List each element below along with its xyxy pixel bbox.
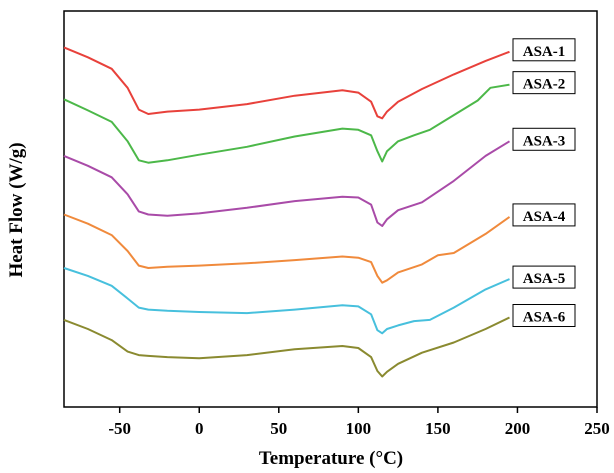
x-tick-label: -50 — [108, 419, 131, 438]
x-tick-label: 250 — [584, 419, 610, 438]
legend-box — [512, 203, 576, 227]
legend-box — [512, 71, 576, 95]
x-tick-label: 100 — [346, 419, 372, 438]
legend-text: ASA-5 — [523, 271, 566, 287]
x-axis-ticks: -50 0 50 100 150 200 250 — [108, 407, 610, 438]
legend-box — [512, 265, 576, 289]
series-lines — [63, 46, 511, 378]
y-axis-title: Heat Flow (W/g) — [6, 142, 27, 277]
legend-text: ASA-6 — [523, 310, 566, 326]
legend-text: ASA-2 — [523, 77, 566, 93]
x-tick-label: 150 — [425, 419, 451, 438]
series-line-asa-4 — [63, 213, 511, 284]
x-tick-label: 0 — [195, 419, 204, 438]
x-tick-label: 50 — [270, 419, 287, 438]
legend-label-asa-1: ASA-1 — [512, 38, 576, 62]
legend-label-asa-2: ASA-2 — [512, 71, 576, 95]
legend-text: ASA-4 — [523, 209, 566, 225]
legend-label-asa-5: ASA-5 — [512, 265, 576, 289]
legend: ASA-1 ASA-2 ASA-3 ASA-4 ASA-5 ASA-6 — [512, 38, 576, 328]
series-line-asa-5 — [63, 267, 510, 335]
legend-label-asa-4: ASA-4 — [512, 203, 576, 227]
series-line-asa-3 — [63, 140, 511, 227]
x-axis-title: Temperature (°C) — [259, 448, 403, 469]
series-line-asa-6 — [63, 316, 510, 378]
legend-box — [512, 304, 576, 328]
series-line-asa-1 — [63, 46, 510, 120]
legend-box — [512, 127, 576, 151]
legend-text: ASA-3 — [523, 133, 566, 149]
series-line-asa-2 — [63, 83, 510, 164]
legend-box — [512, 38, 576, 62]
legend-label-asa-6: ASA-6 — [512, 304, 576, 328]
x-tick-label: 200 — [505, 419, 531, 438]
legend-text: ASA-1 — [523, 44, 566, 60]
legend-label-asa-3: ASA-3 — [512, 127, 576, 151]
plot-frame — [63, 10, 598, 408]
